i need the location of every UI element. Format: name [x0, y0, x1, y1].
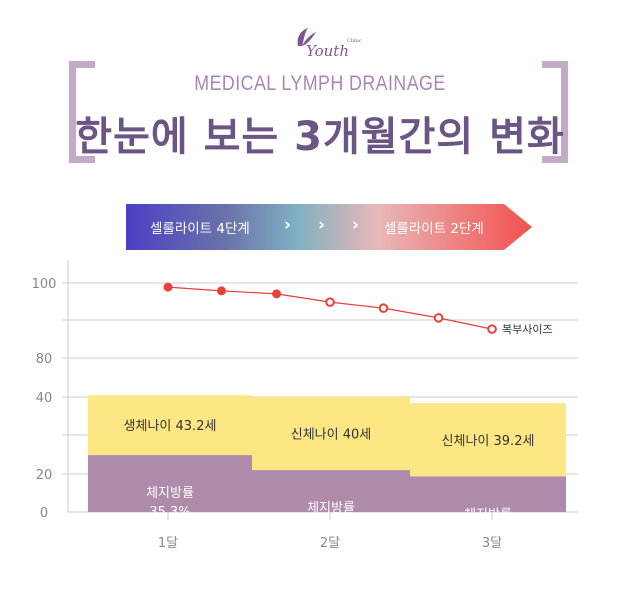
body-fat-label: 체지방률 [307, 501, 355, 516]
body-age-label: 신체나이 39.2세 [442, 434, 535, 449]
body-age-label: 생체나이 43.2세 [124, 419, 217, 434]
waist-size-line [167, 286, 493, 330]
leaf-icon [297, 28, 316, 46]
body-age-bar [252, 397, 410, 471]
waist-size-point [216, 286, 226, 296]
body-fat-value: 31.2% [310, 520, 351, 535]
y-tick-label: 40 [36, 391, 53, 406]
body-fat-bar [88, 455, 252, 512]
logo-text: Youth [306, 42, 349, 60]
body-fat-value: 35.3% [149, 505, 190, 520]
body-age-label: 신체나이 40세 [291, 428, 371, 443]
logo-sup: Clinic [347, 38, 362, 44]
waist-size-point [487, 324, 497, 334]
page-title: 한눈에 보는 3개월간의 변화 [75, 114, 565, 160]
subtitle: MEDICAL LYMPH DRAINAGE [194, 72, 446, 95]
left-bracket [69, 61, 95, 163]
y-tick-label: 80 [36, 352, 53, 367]
y-tick-label: 100 [32, 277, 57, 292]
body-fat-value: 29.4% [467, 526, 508, 541]
banner-from: 셀룰라이트 4단계 [150, 221, 250, 237]
right-bracket [542, 61, 568, 163]
chevron-right-icon: › [284, 215, 292, 235]
progress-banner: 셀룰라이트 4단계 › › › 셀룰라이트 2단계 [126, 204, 532, 250]
waist-size-point [433, 313, 444, 323]
banner-to: 셀룰라이트 2단계 [384, 221, 484, 237]
series-label: 복부사이즈 [502, 323, 553, 336]
youth-clinic-logo: Youth Clinic [292, 26, 362, 66]
x-tick-label: 1달 [158, 536, 178, 551]
body-fat-bar [410, 476, 566, 512]
waist-size-point [325, 297, 335, 307]
waist-size-point [163, 282, 173, 292]
chevron-right-icon: › [352, 215, 360, 235]
y-tick-label: 0 [40, 506, 48, 521]
body-age-bar [88, 395, 252, 456]
body-age-bar [410, 403, 566, 477]
chevron-right-icon: › [318, 215, 326, 235]
body-fat-label: 체지방률 [464, 507, 512, 522]
x-tick-label: 3달 [482, 536, 502, 551]
x-tick-label: 2달 [320, 536, 340, 551]
waist-size-point [378, 303, 389, 313]
body-fat-bar [252, 470, 410, 512]
y-tick-label: 20 [36, 468, 53, 483]
body-fat-label: 체지방률 [146, 486, 194, 501]
waist-size-point [272, 289, 282, 299]
